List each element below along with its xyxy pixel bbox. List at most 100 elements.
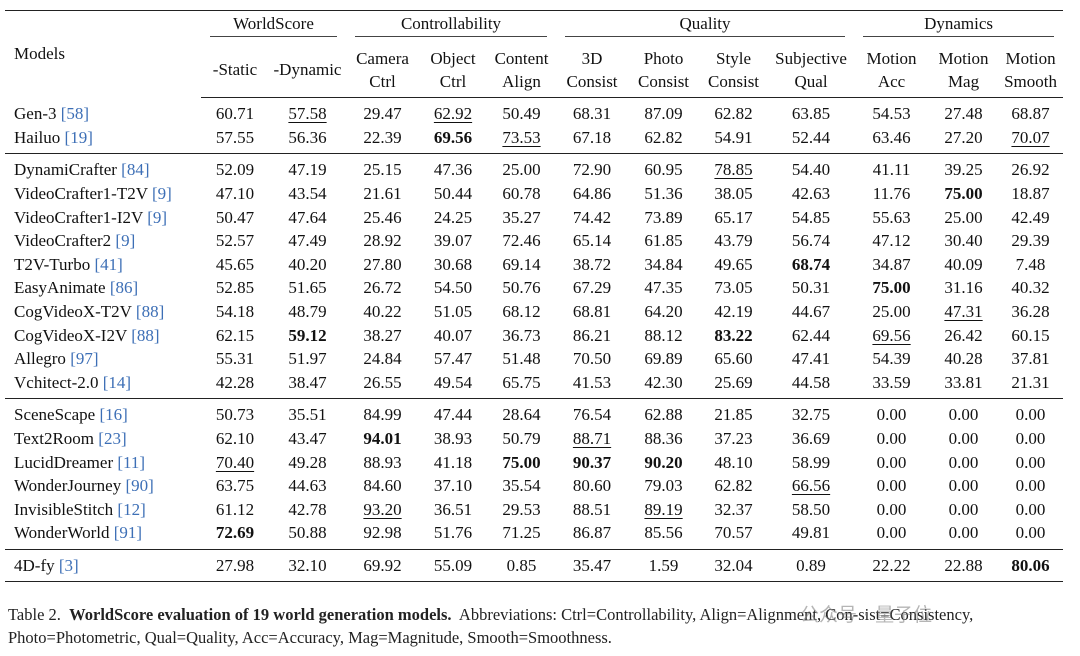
model-name: Text2Room — [14, 429, 95, 449]
value: 62.44 — [791, 325, 831, 345]
value: 0.00 — [876, 405, 907, 425]
value-cell: 25.00 — [929, 205, 998, 229]
value-cell: 55.63 — [854, 205, 929, 229]
value: 88.12 — [644, 325, 683, 345]
value: 90.37 — [572, 452, 612, 472]
model-name: WonderJourney — [14, 476, 122, 496]
value: 47.49 — [288, 231, 327, 251]
value-cell: 30.68 — [419, 253, 487, 277]
model-cell: VideoCrafter2 [9] — [5, 229, 201, 253]
value: 0.00 — [1015, 452, 1046, 472]
model-name: Allegro — [14, 349, 66, 369]
value-cell: 49.81 — [768, 521, 855, 550]
value-cell: 51.05 — [419, 300, 487, 324]
value: 39.25 — [944, 160, 983, 180]
model-name: CogVideoX-I2V — [14, 325, 127, 345]
value-cell: 72.46 — [487, 229, 556, 253]
value: 79.03 — [644, 476, 683, 496]
value: 75.00 — [944, 184, 983, 204]
value-cell: 32.75 — [768, 399, 854, 427]
value: 28.92 — [363, 231, 402, 251]
value: 69.89 — [644, 349, 683, 369]
value-cell: 0.00 — [929, 427, 998, 451]
model-cell: Text2Room [23] — [5, 427, 201, 451]
value-cell: 68.74 — [768, 253, 854, 277]
value: 60.95 — [644, 160, 683, 180]
table-section: DynamiCrafter [84] 52.09 47.19 25.15 47.36 25… — [5, 154, 1064, 400]
value: 73.05 — [714, 278, 753, 298]
value: 80.60 — [572, 476, 612, 496]
column-header-line: Motion — [866, 48, 917, 68]
value-cell: 60.78 — [487, 182, 556, 206]
column-header: Motion Smooth — [998, 42, 1064, 98]
value-cell: 67.29 — [556, 276, 628, 300]
value-cell: 30.40 — [929, 229, 998, 253]
value-cell: 78.85 — [699, 154, 768, 182]
value-cell: 93.20 — [346, 498, 419, 522]
value: 32.37 — [714, 499, 753, 519]
value-cell: 63.75 — [201, 474, 269, 498]
column-header: Photo Consist — [628, 42, 700, 98]
value: 57.58 — [288, 104, 327, 124]
value-cell: 68.81 — [556, 300, 628, 324]
value-cell: 43.47 — [269, 427, 346, 451]
value-cell: 79.03 — [628, 474, 699, 498]
value: 26.55 — [363, 372, 402, 392]
value: 0.00 — [876, 499, 907, 519]
table-section: 4D-fy [3] 27.98 32.10 69.92 55.09 0.85 35.47 1.… — [5, 549, 1064, 583]
model-ref: [9] — [151, 184, 172, 204]
value: 70.50 — [572, 349, 612, 369]
value-cell: 47.19 — [269, 154, 346, 182]
value: 40.07 — [433, 325, 473, 345]
value-cell: 68.31 — [556, 98, 628, 126]
model-ref: [41] — [94, 254, 123, 274]
value: 25.15 — [363, 160, 402, 180]
column-header: Camera Ctrl — [346, 42, 419, 98]
value: 60.15 — [1011, 325, 1050, 345]
value-cell: 71.25 — [487, 521, 557, 550]
value: 30.68 — [433, 254, 473, 274]
value-cell: 54.18 — [201, 300, 269, 324]
value-cell: 32.37 — [699, 498, 768, 522]
value: 51.05 — [433, 302, 473, 322]
header-row: -Static -Dynamic Camera Ctrl Object Ctrl Conte… — [5, 42, 1064, 98]
value: 93.20 — [363, 499, 402, 519]
table-section: SceneScape [16] 50.73 35.51 84.99 47.44 28.64… — [5, 399, 1064, 550]
value-cell: 56.36 — [269, 125, 346, 155]
value-cell: 27.80 — [346, 253, 419, 277]
value-cell: 34.84 — [628, 253, 699, 277]
value-cell: 0.00 — [929, 498, 998, 522]
caption-text: Abbreviations: Ctrl=Controllability, Ali… — [8, 605, 974, 647]
value-cell: 0.00 — [929, 450, 998, 474]
value-cell: 0.00 — [929, 474, 998, 498]
value: 76.54 — [572, 405, 612, 425]
value: 42.28 — [215, 372, 255, 392]
model-cell: DynamiCrafter [84] — [5, 154, 201, 182]
model-cell: VideoCrafter1-I2V [9] — [5, 205, 201, 229]
value: 39.07 — [433, 231, 473, 251]
value: 63.85 — [791, 104, 831, 124]
column-header-line: Photo — [643, 48, 684, 68]
value: 60.71 — [215, 104, 255, 124]
value-cell: 37.10 — [419, 474, 487, 498]
value: 47.31 — [944, 302, 983, 322]
value: 88.93 — [363, 452, 402, 472]
value-cell: 87.09 — [628, 98, 699, 126]
value: 72.90 — [572, 160, 612, 180]
value-cell: 69.14 — [487, 253, 556, 277]
column-header: -Static — [201, 42, 269, 98]
value-cell: 60.95 — [628, 154, 699, 182]
value: 94.01 — [363, 429, 402, 449]
value-cell: 50.31 — [768, 276, 854, 300]
value: 47.64 — [288, 207, 327, 227]
value-cell: 44.67 — [768, 300, 854, 324]
value-cell: 57.47 — [419, 347, 487, 371]
table-row: VideoCrafter2 [9] 52.57 47.49 28.92 39.07 72.… — [5, 229, 1063, 253]
value-cell: 88.71 — [556, 427, 628, 451]
value: 87.09 — [644, 104, 683, 124]
value-cell: 43.54 — [269, 182, 346, 206]
value: 47.36 — [433, 160, 473, 180]
column-header-line: Consist — [638, 71, 690, 91]
value-cell: 48.10 — [699, 450, 768, 474]
value-cell: 94.01 — [346, 427, 419, 451]
